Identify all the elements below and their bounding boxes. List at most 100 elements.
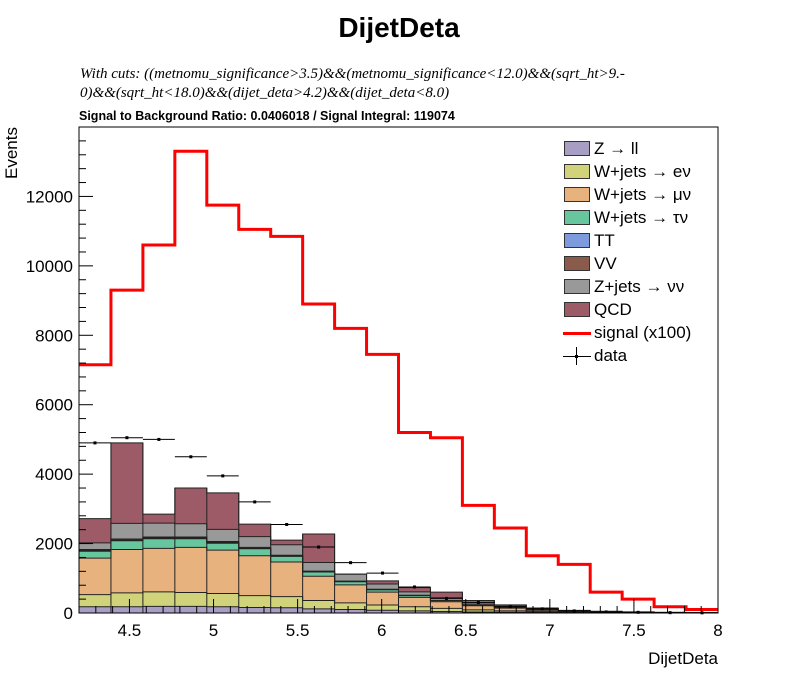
stack-layer-6 — [79, 523, 718, 613]
legend-swatch — [564, 164, 590, 179]
x-tick-label: 5 — [209, 621, 218, 640]
stack-bar — [142, 523, 175, 537]
data-point — [508, 605, 512, 609]
stack-bar — [206, 529, 239, 542]
y-tick-label: 10000 — [26, 257, 73, 276]
legend-item: W+jets → τν — [560, 207, 720, 229]
legend-swatch — [564, 141, 590, 156]
stack-bar — [142, 514, 175, 524]
stack-bar — [110, 592, 143, 607]
stack-bar — [366, 589, 399, 593]
cuts-text-line-2: 0)&&(sqrt_ht<18.0)&&(dijet_deta>4.2)&&(d… — [80, 85, 450, 101]
legend-item: TT — [560, 230, 720, 252]
stack-bar — [238, 595, 271, 608]
stack-bar — [206, 492, 239, 530]
stack-bar — [270, 540, 303, 545]
stack-bar — [302, 572, 335, 577]
stack-bar — [110, 549, 143, 593]
data-point — [317, 545, 321, 549]
stack-bar — [174, 547, 207, 593]
legend-item: Z → ll — [560, 138, 720, 160]
stack-bar — [398, 591, 431, 596]
x-tick-label: 8 — [713, 621, 722, 640]
stack-bar — [270, 544, 303, 556]
stack-bar — [142, 606, 175, 613]
data-point — [444, 596, 448, 600]
data-point — [221, 474, 225, 478]
x-tick-label: 6 — [377, 621, 386, 640]
stack-bar — [366, 610, 399, 613]
legend-label: Z → ll — [594, 139, 639, 158]
legend-item: signal (x100) — [560, 322, 720, 344]
stack-bar — [79, 594, 111, 607]
data-point — [540, 607, 544, 611]
stack-bar — [174, 606, 207, 613]
legend-swatch — [564, 187, 590, 202]
signal-background-ratio-text: Signal to Background Ratio: 0.0406018 / … — [79, 109, 455, 123]
x-tick-label: 7.5 — [622, 621, 646, 640]
x-tick-label: 5.5 — [286, 621, 310, 640]
stack-bar — [366, 592, 399, 606]
stack-bar — [494, 610, 527, 613]
legend-label: W+jets → τν — [594, 208, 689, 227]
legend-data-marker — [575, 355, 578, 358]
stack-bar — [238, 555, 271, 596]
stack-bar — [238, 607, 271, 613]
stack-bar — [270, 561, 303, 597]
stack-bar — [110, 606, 143, 613]
stack-bar — [238, 524, 271, 537]
cuts-text-line-1: With cuts: ((metnomu_significance>3.5)&&… — [80, 66, 625, 82]
data-point — [572, 609, 576, 613]
stack-bar — [334, 602, 367, 610]
stack-bar — [238, 536, 271, 548]
legend-item: Z+jets → νν — [560, 276, 720, 298]
stack-bar — [398, 595, 431, 598]
stack-bar — [142, 591, 175, 607]
stack-bar — [206, 593, 239, 607]
data-point — [253, 500, 257, 504]
legend-label: Z+jets → νν — [594, 277, 685, 296]
stack-bar — [462, 605, 495, 610]
stack-bar — [302, 608, 335, 613]
stack-bar — [366, 584, 399, 590]
x-tick-label: 7 — [545, 621, 554, 640]
y-tick-label: 6000 — [35, 396, 73, 415]
stack-bar — [398, 610, 431, 613]
stack-bar — [366, 605, 399, 611]
y-tick-label: 0 — [64, 604, 73, 623]
stack-layer-3 — [79, 538, 718, 613]
stack-bar — [270, 596, 303, 608]
stack-bar — [142, 538, 175, 549]
legend-item: W+jets → μν — [560, 184, 720, 206]
stack-bar — [430, 608, 463, 612]
stack-bar — [430, 611, 463, 613]
stack-bar — [238, 548, 271, 556]
stack-bar — [398, 597, 431, 607]
signal-line — [79, 149, 718, 612]
legend-swatch — [564, 233, 590, 248]
stack-bar — [142, 536, 175, 539]
stack-bar — [334, 581, 367, 585]
legend-item: W+jets → eν — [560, 161, 720, 183]
legend-item: QCD — [560, 299, 720, 321]
stack-bar — [462, 611, 495, 613]
stack-bar — [334, 584, 367, 603]
stack-bar — [79, 549, 111, 551]
stack-bar — [110, 540, 143, 550]
legend-swatch — [564, 256, 590, 271]
stack-bar — [110, 442, 143, 524]
stack-bar — [174, 488, 207, 524]
x-tick-label: 4.5 — [118, 621, 142, 640]
data-point — [412, 585, 416, 589]
x-axis-label: DijetDeta — [648, 649, 718, 668]
legend-label: VV — [594, 254, 617, 273]
stack-bar — [174, 592, 207, 607]
stack-bar — [398, 587, 431, 592]
chart-title: DijetDeta — [338, 12, 460, 43]
x-tick-label: 6.5 — [454, 621, 478, 640]
stack-bar — [398, 606, 431, 611]
y-tick-label: 2000 — [35, 535, 73, 554]
stack-bar — [79, 542, 111, 550]
data-point — [189, 455, 193, 459]
stack-bar — [206, 550, 239, 594]
